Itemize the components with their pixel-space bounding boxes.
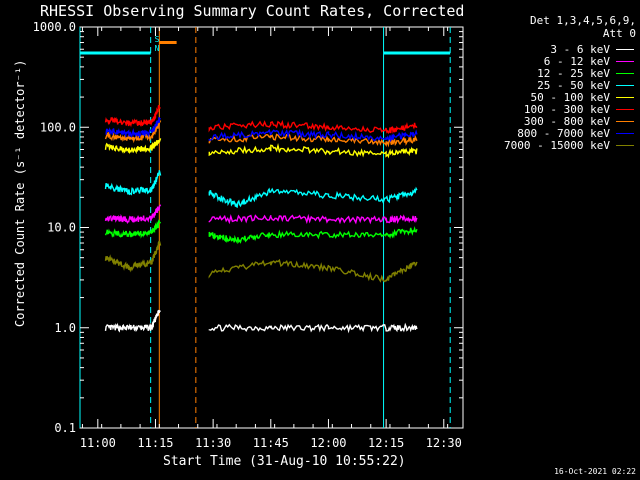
- series-line: [104, 204, 162, 224]
- x-tick-label: 12:15: [368, 436, 404, 450]
- x-tick-label: 11:15: [137, 436, 173, 450]
- series-line: [104, 170, 162, 196]
- legend-entry: 3 - 6 keV: [504, 42, 634, 56]
- legend-entry: 12 - 25 keV: [504, 66, 634, 80]
- generation-timestamp: 16-Oct-2021 02:22: [554, 467, 636, 476]
- legend-label: 12 - 25 keV: [537, 66, 610, 80]
- detector-info: Det 1,3,4,5,6,9,: [530, 14, 636, 27]
- series-line: [208, 322, 418, 334]
- legend-label: 7000 - 15000 keV: [504, 138, 610, 152]
- series-line: [208, 258, 418, 283]
- x-tick-label: 11:45: [253, 436, 289, 450]
- plot-axes: [79, 26, 464, 429]
- legend-label: 300 - 800 keV: [523, 114, 610, 128]
- legend-label: 3 - 6 keV: [550, 42, 610, 56]
- x-tick-label: 11:30: [195, 436, 231, 450]
- x-tick-label: 12:30: [426, 436, 462, 450]
- y-tick-label: 1000.0: [33, 20, 76, 34]
- y-axis-label: Corrected Count Rate (s⁻¹ detector⁻¹): [13, 59, 27, 327]
- legend-swatch: [616, 48, 634, 50]
- series-line: [105, 116, 162, 139]
- legend-swatch: [616, 132, 634, 134]
- legend-swatch: [616, 96, 634, 98]
- y-tick-label: 100.0: [40, 120, 76, 134]
- time-markers: [79, 27, 451, 428]
- legend-entry: 300 - 800 keV: [504, 114, 634, 128]
- series-line: [208, 186, 418, 209]
- flag-label: S: [155, 35, 160, 44]
- legend-label: 100 - 300 keV: [523, 102, 610, 116]
- legend-entry: 50 - 100 keV: [504, 90, 634, 104]
- legend-label: 25 - 50 keV: [537, 78, 610, 92]
- chart-title: RHESSI Observing Summary Count Rates, Co…: [40, 2, 465, 20]
- legend-label: 50 - 100 keV: [530, 90, 610, 104]
- flag-label: N: [155, 44, 160, 53]
- legend-swatch: [616, 120, 634, 122]
- plot-frame: [79, 26, 464, 429]
- y-tick-label: 1.0: [54, 321, 76, 335]
- legend-swatch: [616, 108, 634, 110]
- legend-entry: 25 - 50 keV: [504, 78, 634, 92]
- y-tick-label: 0.1: [54, 421, 76, 435]
- y-tick-label: 10.0: [47, 221, 76, 235]
- legend-swatch: [616, 84, 634, 86]
- legend-label: 6 - 12 keV: [543, 54, 610, 68]
- series-line: [208, 142, 418, 159]
- x-tick-label: 12:00: [310, 436, 346, 450]
- legend: 3 - 6 keV 6 - 12 keV 12 - 25 keV 25 - 50 ke…: [504, 42, 634, 152]
- x-tick-label: 11:00: [80, 436, 116, 450]
- legend-entry: 7000 - 15000 keV: [504, 138, 634, 152]
- attenuator-info: Att 0: [602, 27, 636, 40]
- series-line: [104, 105, 161, 128]
- series-line: [208, 213, 418, 225]
- series-line: [104, 218, 162, 239]
- legend-entry: 6 - 12 keV: [504, 54, 634, 68]
- legend-swatch: [616, 60, 634, 62]
- legend-label: 800 - 7000 keV: [517, 126, 610, 140]
- series-line: [104, 138, 162, 155]
- axis-ticks: 0.1 1.0 10.0 100.0 1000.0 11:00 11:15 11:30 11:4…: [33, 20, 463, 450]
- legend-entry: 800 - 7000 keV: [504, 126, 634, 140]
- series-line: [104, 240, 162, 273]
- series-line: [208, 119, 418, 134]
- series-line: [104, 120, 162, 144]
- data-series: [104, 105, 418, 334]
- series-line: [208, 226, 418, 245]
- legend-entry: 100 - 300 keV: [504, 102, 634, 116]
- legend-swatch: [616, 144, 634, 146]
- flag-bars: SN: [80, 35, 451, 55]
- legend-swatch: [616, 72, 634, 74]
- series-line: [208, 128, 418, 143]
- series-line: [104, 309, 161, 333]
- x-axis-label: Start Time (31-Aug-10 10:55:22): [163, 454, 406, 469]
